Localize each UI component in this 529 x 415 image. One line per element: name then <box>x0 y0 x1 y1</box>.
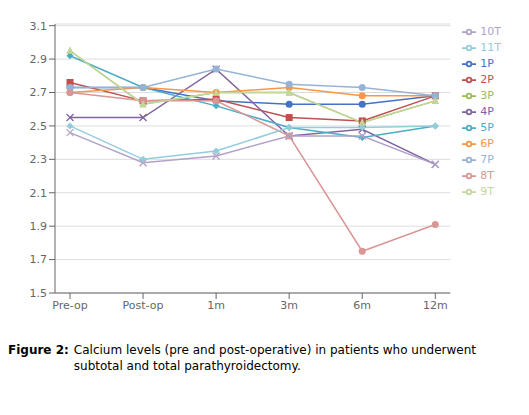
html-text:Figure 2: Calcium levels (pre: Figure 2: Calcium levels (pre and post-o… <box>8 343 476 357</box>
html-text:1P: 1P <box>480 57 494 70</box>
html-text:4P: 4P <box>480 105 494 118</box>
svg-text:3m: 3m <box>280 299 298 312</box>
svg-text:12m: 12m <box>423 299 448 312</box>
svg-text:1.7: 1.7 <box>30 253 48 266</box>
svg-text:2.7: 2.7 <box>30 86 48 99</box>
svg-text:1.5: 1.5 <box>30 287 48 300</box>
html-text:2P: 2P <box>480 73 494 86</box>
svg-text:2.9: 2.9 <box>30 53 48 66</box>
html-text:9T: 9T <box>480 185 494 198</box>
svg-text:Pre-op: Pre-op <box>52 299 87 312</box>
svg-text:2.5: 2.5 <box>30 120 48 133</box>
svg-text:1m: 1m <box>207 299 225 312</box>
html-text:5P: 5P <box>480 121 494 134</box>
html-text:6P: 6P <box>480 137 494 150</box>
html-text:subtotal and total parathyroid: subtotal and total parathyroidectomy. <box>73 359 301 373</box>
svg-text:1.9: 1.9 <box>30 220 48 233</box>
html-text:8T: 8T <box>480 169 494 182</box>
html-text:3P: 3P <box>480 89 494 102</box>
svg-text:2.1: 2.1 <box>30 187 48 200</box>
svg-text:2.3: 2.3 <box>30 153 48 166</box>
svg-text:Post-op: Post-op <box>123 299 164 312</box>
html-text:7P: 7P <box>480 153 494 166</box>
svg-text:3.1: 3.1 <box>30 20 48 33</box>
html-text:11T: 11T <box>480 41 501 54</box>
html-text:10T: 10T <box>480 25 501 38</box>
svg-text:6m: 6m <box>353 299 371 312</box>
